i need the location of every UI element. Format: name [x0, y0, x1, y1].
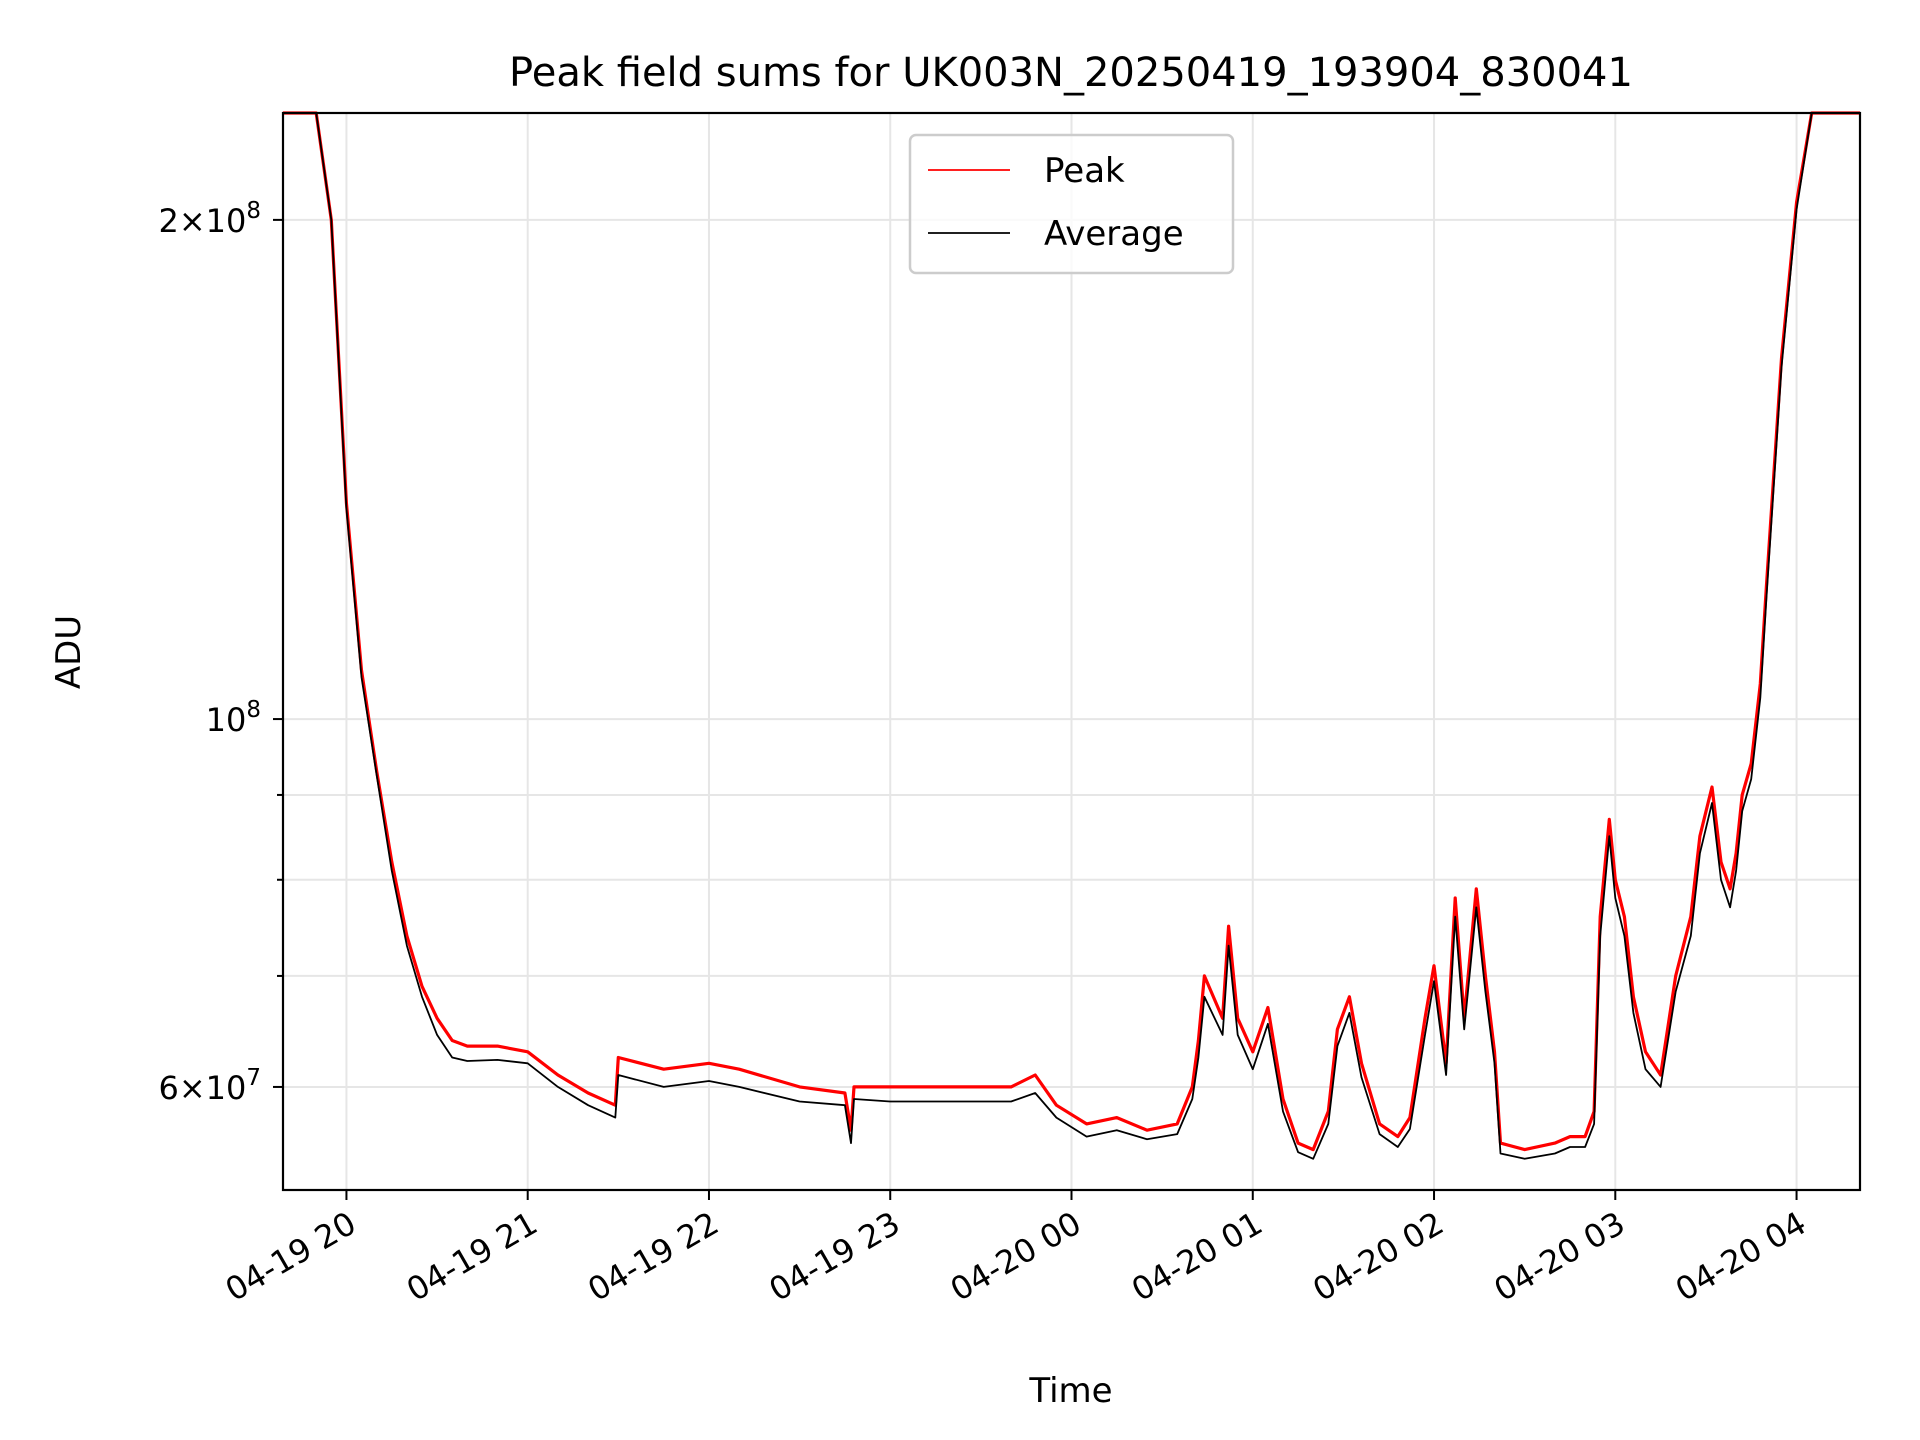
y-tick-label: 6×107 — [158, 1065, 261, 1107]
legend-average-label: Average — [1044, 214, 1184, 254]
grid — [283, 113, 1860, 1190]
y-tick-label: 2×108 — [158, 198, 261, 240]
legend: Peak Average — [908, 133, 1235, 275]
chart-title: Peak field sums for UK003N_20250419_1939… — [509, 50, 1633, 96]
series-line-average — [283, 112, 1860, 1160]
y-tick-label: 108 — [206, 697, 261, 739]
series-layer — [283, 111, 1860, 1160]
series-line-peak — [283, 111, 1860, 1152]
x-axis-label: Time — [1028, 1371, 1112, 1411]
legend-peak-label: Peak — [1044, 151, 1125, 191]
y-axis-label: ADU — [49, 615, 89, 689]
